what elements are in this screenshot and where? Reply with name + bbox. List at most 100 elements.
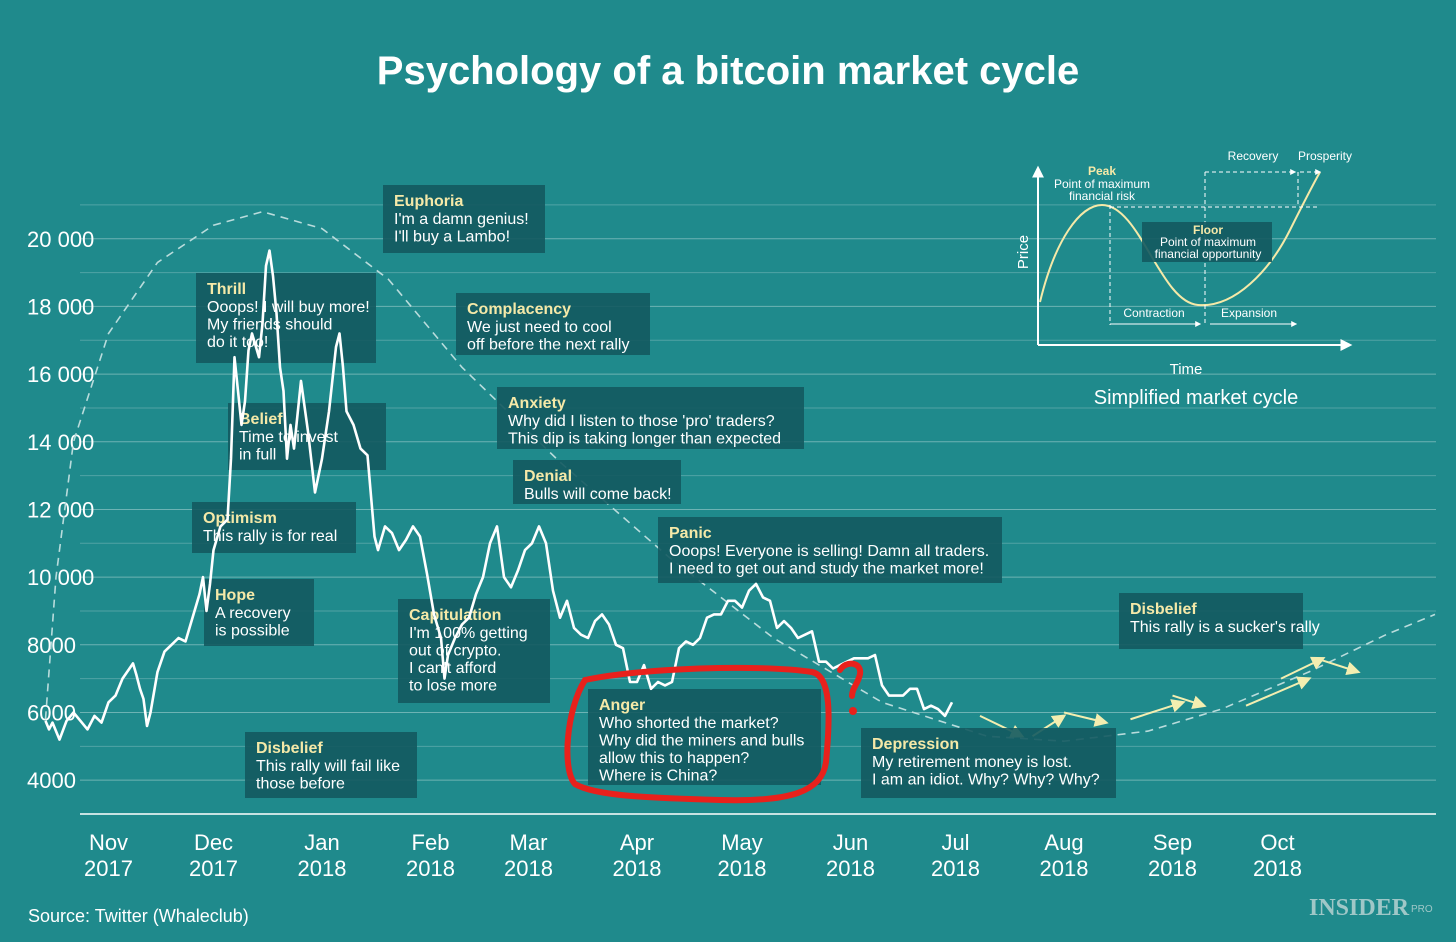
x-tick-month: Nov	[89, 830, 128, 855]
x-tick-month: Aug	[1044, 830, 1083, 855]
x-tick-year: 2018	[718, 856, 767, 881]
x-tick-year: 2018	[1253, 856, 1302, 881]
x-tick-year: 2018	[504, 856, 553, 881]
source-note: Source: Twitter (Whaleclub)	[28, 906, 249, 926]
x-tick-month: Jun	[833, 830, 868, 855]
annotation-box	[228, 403, 386, 470]
price-line	[44, 249, 954, 741]
inset-peak-title: Peak	[1088, 164, 1116, 178]
annotation-box	[456, 293, 650, 355]
inset-phase-recovery: Recovery	[1228, 149, 1279, 163]
trend-arrow	[1063, 711, 1109, 727]
x-tick-month: Dec	[194, 830, 233, 855]
annotation-title: Panic	[669, 525, 712, 542]
x-tick-month: May	[721, 830, 763, 855]
annotation-line: Who shorted the market?	[599, 715, 779, 732]
inset-floor-box	[1142, 222, 1272, 262]
x-tick-year: 2018	[613, 856, 662, 881]
annotation-line: in full	[239, 447, 276, 464]
annotation-line: off before the next rally	[467, 337, 629, 354]
x-tick-year: 2017	[84, 856, 133, 881]
trend-arrows	[979, 656, 1361, 738]
annotation-title: Hope	[215, 587, 255, 604]
annotation-box	[204, 579, 314, 646]
annotation-line: Why did the miners and bulls	[599, 733, 804, 750]
inset-cycle-curve	[1039, 171, 1321, 307]
annotation-line: I can't afford	[409, 660, 496, 677]
x-tick-year: 2017	[189, 856, 238, 881]
annotation-title: Complacency	[467, 301, 571, 318]
y-tick-label: 12 000	[27, 497, 94, 522]
brand-logo-suffix: PRO	[1411, 904, 1433, 915]
inset-floor-line-2: financial opportunity	[1155, 247, 1262, 261]
x-tick-month: Jan	[304, 830, 339, 855]
simplified-cycle-inset: Peak Point of maximum financial risk Flo…	[1015, 149, 1353, 409]
annotation-title: Anger	[599, 697, 645, 714]
inset-floor-title: Floor	[1193, 223, 1223, 237]
annotation-line: Ooops! Everyone is selling! Damn all tra…	[669, 543, 989, 560]
inset-peak-line-1: Point of maximum	[1054, 177, 1150, 191]
x-tick-year: 2018	[1148, 856, 1197, 881]
annotation-box	[658, 517, 1002, 583]
inset-phase-prosperity: Prosperity	[1298, 149, 1352, 163]
inset-peak-line-2: financial risk	[1069, 189, 1136, 203]
annotation-title: Disbelief	[1130, 601, 1197, 618]
x-tick-year: 2018	[1040, 856, 1089, 881]
annotation-title: Disbelief	[256, 740, 323, 757]
x-axis: Nov2017Dec2017Jan2018Feb2018Mar2018Apr20…	[84, 830, 1302, 881]
annotation-line: Why did I listen to those 'pro' traders?	[508, 413, 775, 430]
annotation-line: I need to get out and study the market m…	[669, 561, 984, 578]
annotation-line: This rally will fail like	[256, 758, 400, 775]
annotation-box	[513, 460, 681, 504]
annotation-title: Belief	[239, 411, 283, 428]
annotation-line: I am an idiot. Why? Why? Why?	[872, 772, 1100, 789]
annotation-box	[861, 728, 1116, 798]
annotation-line: We just need to cool	[467, 319, 612, 336]
annotation-box	[497, 387, 804, 449]
annotation-line: to lose more	[409, 678, 497, 695]
trend-curve	[44, 210, 1436, 743]
annotation-title: Thrill	[207, 281, 246, 298]
annotation-line: My friends should	[207, 317, 332, 334]
annotation-line: My retirement money is lost.	[872, 754, 1072, 771]
annotation-title: Anxiety	[508, 395, 566, 412]
annotation-title: Capitulation	[409, 607, 501, 624]
x-tick-year: 2018	[298, 856, 347, 881]
y-tick-label: 18 000	[27, 294, 94, 319]
question-mark-dot	[849, 707, 857, 715]
inset-floor-line-1: Point of maximum	[1160, 235, 1256, 249]
annotation-box	[245, 732, 417, 798]
x-tick-month: Sep	[1153, 830, 1192, 855]
trend-arrow	[1245, 676, 1312, 707]
trend-arrow	[1172, 694, 1207, 709]
annotation-line: out of crypto.	[409, 643, 502, 660]
y-tick-label: 20 000	[27, 227, 94, 252]
y-tick-label: 10 000	[27, 565, 94, 590]
anger-highlight-circle	[564, 664, 832, 804]
inset-title: Simplified market cycle	[1094, 387, 1299, 409]
inset-ylabel: Price	[1015, 235, 1032, 269]
inset-phase-expansion: Expansion	[1221, 306, 1277, 320]
annotation-line: Bulls will come back!	[524, 486, 672, 503]
inset-xlabel: Time	[1170, 361, 1203, 378]
brand-logo: INSIDER	[1309, 895, 1410, 921]
annotation-box	[1119, 593, 1303, 649]
annotation-line: Ooops! I will buy more!	[207, 299, 370, 316]
annotation-line: is possible	[215, 623, 290, 640]
y-tick-label: 4000	[27, 768, 76, 793]
annotation-line: This dip is taking longer than expected	[508, 431, 781, 448]
x-tick-month: Apr	[620, 830, 654, 855]
